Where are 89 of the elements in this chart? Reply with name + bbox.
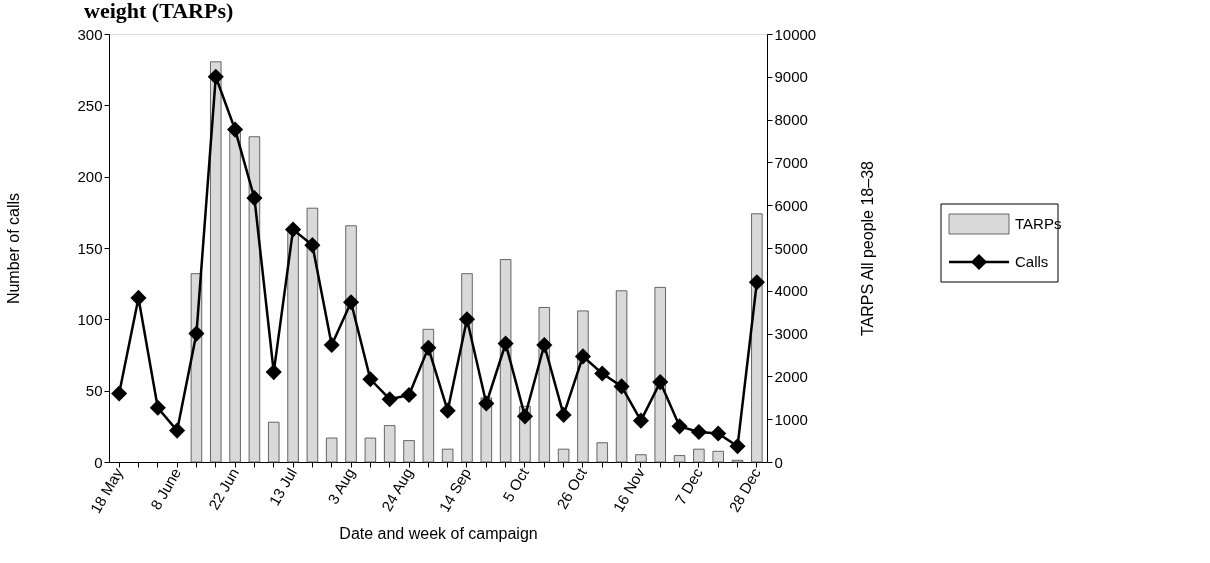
x-tick-label: 7 Dec bbox=[671, 464, 707, 508]
point bbox=[285, 221, 302, 238]
bar bbox=[693, 448, 705, 463]
y-axis-title: Number of calls bbox=[5, 192, 23, 305]
point bbox=[207, 68, 224, 85]
y-tick-label: 250 bbox=[77, 96, 103, 114]
point bbox=[323, 336, 340, 354]
x-tick-label: 22 Jun bbox=[204, 465, 243, 513]
x-tick-label: 13 Jul bbox=[265, 465, 300, 509]
y-tick-label: 50 bbox=[85, 382, 103, 400]
point bbox=[555, 406, 572, 423]
y2-tick-label: 2000 bbox=[774, 367, 808, 385]
point bbox=[188, 325, 205, 342]
point bbox=[400, 386, 418, 404]
point bbox=[536, 336, 553, 354]
y2-tick-label: 5000 bbox=[774, 239, 808, 257]
point bbox=[381, 391, 398, 408]
point bbox=[729, 438, 746, 455]
bar bbox=[326, 437, 338, 463]
bar bbox=[248, 136, 261, 463]
bar bbox=[383, 425, 396, 463]
point bbox=[111, 385, 128, 402]
point bbox=[671, 418, 688, 435]
point bbox=[748, 274, 765, 291]
point bbox=[574, 348, 591, 365]
bar bbox=[268, 421, 280, 463]
legend-label: TARPs bbox=[1015, 215, 1062, 232]
point bbox=[362, 371, 379, 388]
point bbox=[710, 425, 727, 442]
y2-axis-title: TARPS All people 18–38 bbox=[859, 160, 877, 336]
point bbox=[130, 289, 147, 306]
bar bbox=[635, 454, 647, 463]
point bbox=[652, 374, 669, 391]
x-tick-label: 26 Oct bbox=[553, 464, 591, 512]
point bbox=[497, 335, 514, 352]
bar bbox=[673, 455, 686, 463]
bar bbox=[751, 213, 763, 463]
y2-tick-label: 7000 bbox=[774, 153, 808, 171]
y2-tick-label: 4000 bbox=[774, 282, 808, 300]
y-tick-label: 150 bbox=[77, 239, 103, 257]
y-tick-label: 100 bbox=[77, 310, 103, 328]
bar bbox=[654, 286, 666, 463]
y2-tick-label: 3000 bbox=[774, 325, 808, 343]
x-axis-title: Date and week of campaign bbox=[339, 525, 538, 543]
point bbox=[149, 399, 166, 416]
bar bbox=[499, 259, 512, 463]
bar bbox=[577, 310, 589, 463]
bar bbox=[364, 437, 377, 463]
y2-tick-label: 8000 bbox=[774, 111, 808, 129]
bar bbox=[229, 132, 241, 463]
point bbox=[304, 237, 321, 254]
point bbox=[420, 339, 437, 356]
y-tick-label: 0 bbox=[94, 453, 103, 471]
bar bbox=[596, 442, 608, 463]
bar bbox=[461, 273, 473, 463]
bar bbox=[210, 61, 222, 463]
bar bbox=[441, 448, 454, 463]
legend-label: Calls bbox=[1015, 253, 1049, 270]
point bbox=[594, 365, 611, 382]
x-tick-label: 28 Dec bbox=[725, 464, 765, 515]
chart-title: weight (TARPs) bbox=[84, 0, 234, 23]
point bbox=[265, 364, 282, 381]
y-tick-label: 200 bbox=[77, 168, 103, 186]
y2-tick-label: 6000 bbox=[774, 196, 808, 214]
bar bbox=[345, 225, 357, 463]
x-tick-label: 5 Oct bbox=[499, 464, 533, 505]
bar bbox=[306, 207, 319, 463]
x-tick-label: 14 Sep bbox=[435, 465, 474, 515]
point bbox=[169, 422, 186, 439]
point bbox=[690, 423, 707, 441]
point bbox=[439, 402, 456, 419]
point bbox=[516, 408, 534, 425]
point bbox=[613, 378, 630, 395]
bar bbox=[287, 230, 299, 463]
bar bbox=[403, 440, 415, 463]
bar bbox=[557, 448, 570, 463]
y2-tick-label: 9000 bbox=[774, 68, 808, 86]
y2-tick-label: 0 bbox=[774, 453, 783, 471]
point bbox=[342, 294, 360, 311]
point bbox=[227, 121, 244, 138]
point bbox=[458, 311, 476, 328]
point bbox=[632, 412, 649, 429]
y2-tick-label: 10000 bbox=[774, 25, 817, 43]
bar bbox=[712, 450, 724, 463]
bar bbox=[615, 290, 628, 463]
point bbox=[478, 395, 495, 412]
point bbox=[246, 190, 263, 207]
y-tick-label: 300 bbox=[77, 25, 103, 43]
y2-tick-label: 1000 bbox=[774, 410, 808, 428]
